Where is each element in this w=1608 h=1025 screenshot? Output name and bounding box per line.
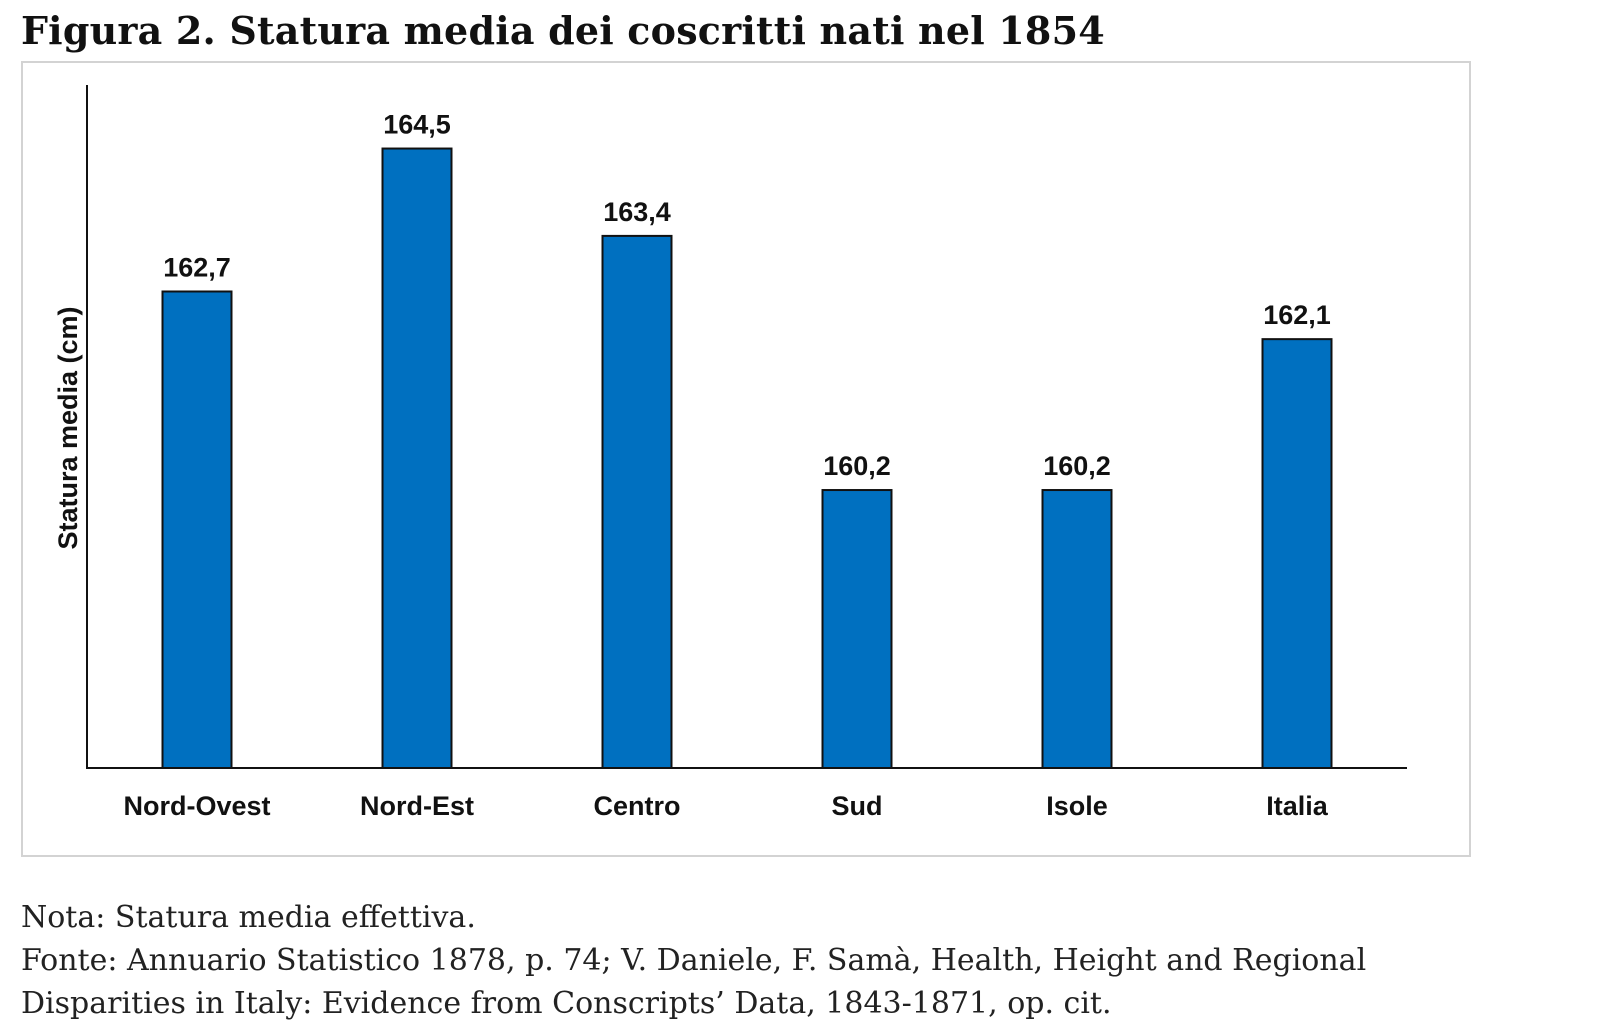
x-tick-label: Nord-Ovest <box>123 791 270 821</box>
data-label: 163,4 <box>603 197 671 227</box>
source-text-line-2: Disparities in Italy: Evidence from Cons… <box>21 986 1112 1021</box>
bar-nord-ovest <box>161 290 233 769</box>
x-tick-label: Nord-Est <box>360 791 474 821</box>
y-axis-label-group: Statura media (cm) <box>53 306 83 549</box>
category-labels-group: Nord-Ovest Nord-Est Centro Sud Isole Italia <box>123 791 1328 821</box>
data-label: 164,5 <box>383 110 451 140</box>
data-label: 162,1 <box>1263 300 1331 330</box>
bar-italia <box>1261 338 1333 769</box>
bar-isole <box>1041 489 1113 769</box>
bar-nord-est <box>381 147 453 769</box>
note-text: Nota: Statura media effettiva. <box>21 900 476 935</box>
data-label: 162,7 <box>163 252 231 282</box>
x-tick-label: Centro <box>594 791 681 821</box>
x-tick-label: Sud <box>832 791 883 821</box>
bar-centro <box>601 234 673 770</box>
bar-sud <box>821 489 893 769</box>
figure-notes: Nota: Statura media effettiva. Fonte: An… <box>21 896 1366 1025</box>
y-axis-label: Statura media (cm) <box>53 306 83 549</box>
chart-frame: Statura media (cm) 162,7 164,5 163,4 160,2 1… <box>21 61 1471 857</box>
x-tick-label: Isole <box>1046 791 1108 821</box>
bars-group <box>161 147 1333 770</box>
x-tick-label: Italia <box>1266 791 1329 821</box>
figure-title: Figura 2. Statura media dei coscritti na… <box>21 8 1105 53</box>
source-text-line-1: Fonte: Annuario Statistico 1878, p. 74; … <box>21 943 1367 978</box>
data-label: 160,2 <box>1043 451 1111 481</box>
value-labels-group: 162,7 164,5 163,4 160,2 160,2 162,1 <box>163 110 1331 482</box>
data-label: 160,2 <box>823 451 891 481</box>
